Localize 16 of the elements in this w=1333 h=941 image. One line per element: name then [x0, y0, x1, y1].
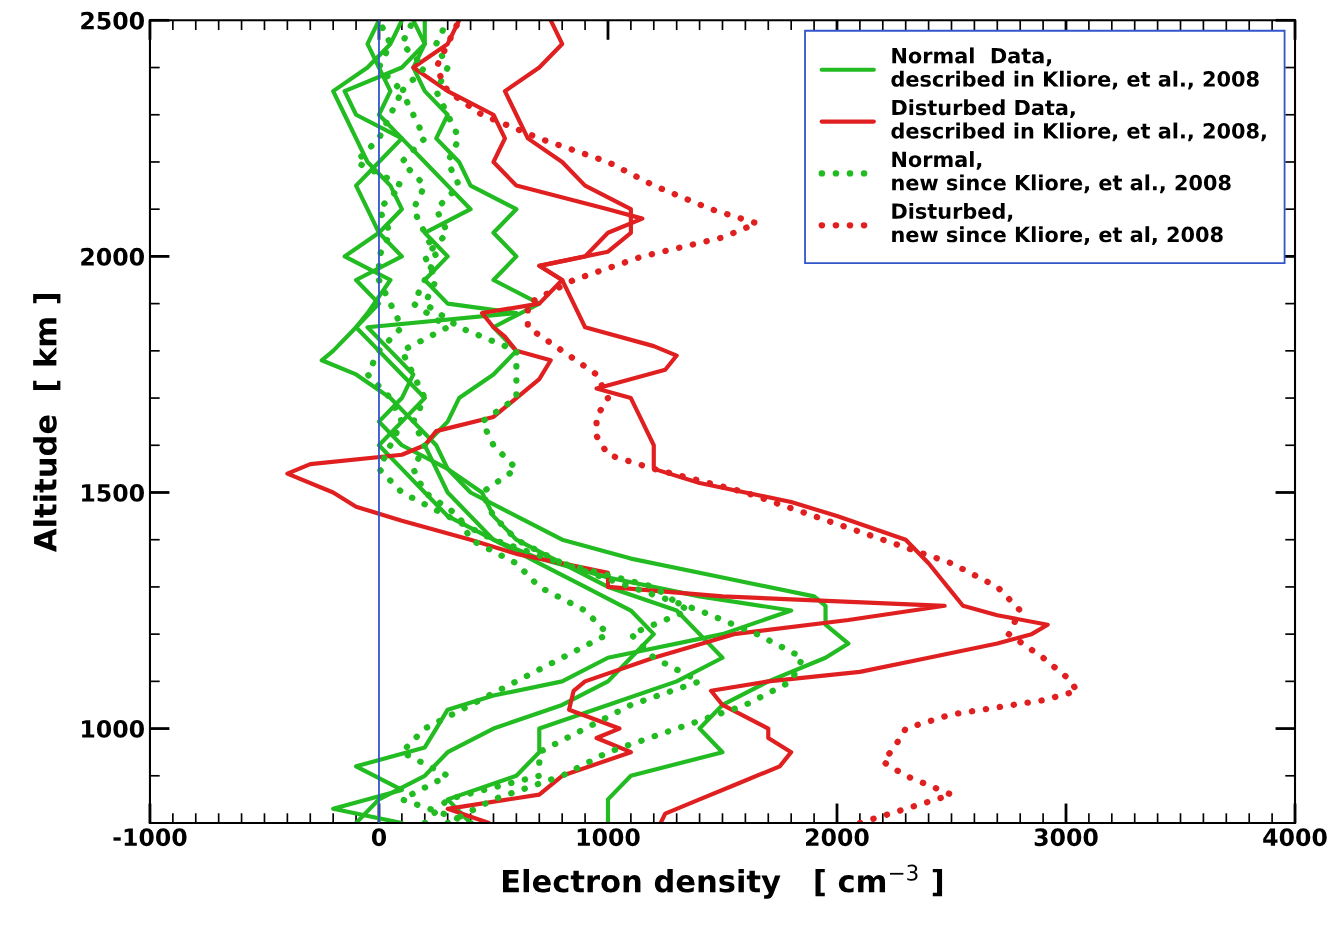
y-tick-label: 2500	[81, 11, 144, 30]
x-tick-label: 0	[371, 828, 387, 847]
legend-label: Normal, new since Kliore, et al., 2008	[892, 151, 1231, 194]
x-tick-label: 1000	[577, 828, 640, 847]
x-axis-title: Electron density [ cm$^{−3}$ ]	[503, 864, 943, 899]
x-tick-label: 4000	[1263, 828, 1327, 847]
y-tick-label: 2000	[81, 247, 144, 266]
legend-label: Disturbed Data, described in Kliore, et al., 2008,	[891, 99, 1266, 142]
y-axis-title: Altitude [ km ]	[33, 293, 61, 552]
x-tick-label: 2000	[806, 828, 869, 847]
legend-label: Disturbed, new since Kliore, et al, 2008	[892, 202, 1223, 245]
x-tick-label: 3000	[1034, 828, 1098, 847]
y-tick-label: 1000	[82, 720, 144, 738]
x-tick-label: -1000	[113, 828, 187, 847]
legend-label: Normal Data, described in Kliore, et al., 2008	[891, 47, 1259, 90]
y-tick-label: 1500	[82, 483, 144, 502]
